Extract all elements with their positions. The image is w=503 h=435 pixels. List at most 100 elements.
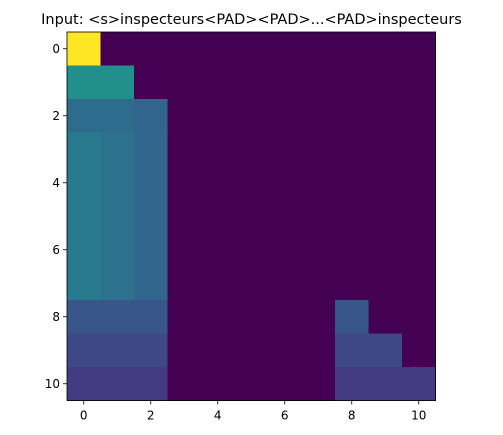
heatmap-cell bbox=[234, 333, 269, 368]
plot-frame bbox=[66, 31, 436, 401]
heatmap-cell bbox=[234, 99, 269, 133]
heatmap-cell bbox=[201, 300, 235, 334]
heatmap-cell bbox=[167, 266, 202, 301]
heatmap-cell bbox=[301, 32, 336, 66]
heatmap-cell bbox=[67, 132, 101, 167]
heatmap-cell bbox=[335, 65, 369, 100]
y-tick-label: 6 bbox=[52, 243, 60, 257]
heatmap-cell bbox=[368, 266, 403, 301]
heatmap-cell bbox=[134, 32, 168, 66]
heatmap-cell bbox=[301, 132, 336, 167]
heatmap-cell bbox=[402, 199, 436, 234]
heatmap-cell bbox=[268, 300, 302, 334]
y-tick-label: 8 bbox=[52, 310, 60, 324]
heatmap-cell bbox=[268, 99, 302, 133]
heatmap-cell bbox=[268, 166, 302, 200]
heatmap-cell bbox=[201, 32, 235, 66]
heatmap-cell bbox=[234, 166, 269, 200]
x-axis: 0 2 4 6 8 10 bbox=[80, 400, 426, 423]
heatmap-cell bbox=[134, 65, 168, 100]
heatmap-cell bbox=[201, 199, 235, 234]
heatmap-cell bbox=[134, 99, 168, 133]
heatmap-cell bbox=[234, 367, 269, 401]
heatmap-cell bbox=[201, 99, 235, 133]
heatmap-cell bbox=[134, 199, 168, 234]
heatmap-cell bbox=[134, 132, 168, 167]
heatmap-cell bbox=[335, 300, 369, 334]
x-tick-label: 0 bbox=[80, 409, 88, 423]
chart-title: Input: <s>inspecteurs<PAD><PAD>...<PAD>i… bbox=[41, 12, 462, 28]
heatmap-cell bbox=[67, 65, 101, 100]
heatmap-cell bbox=[301, 266, 336, 301]
heatmap-cell bbox=[100, 333, 135, 368]
y-tick-label: 4 bbox=[52, 176, 60, 190]
heatmap-cell bbox=[335, 166, 369, 200]
heatmap-cell bbox=[368, 367, 403, 401]
heatmap-cell bbox=[67, 199, 101, 234]
heatmap-cell bbox=[67, 300, 101, 334]
heatmap-cell bbox=[301, 166, 336, 200]
heatmap-cell bbox=[301, 333, 336, 368]
heatmap-cell bbox=[100, 132, 135, 167]
heatmap-cell bbox=[268, 233, 302, 267]
heatmap-cell bbox=[402, 367, 436, 401]
heatmap-cell bbox=[335, 199, 369, 234]
y-axis: 0 2 4 6 8 10 bbox=[45, 42, 67, 391]
heatmap-cell bbox=[368, 132, 403, 167]
heatmap-cell bbox=[402, 300, 436, 334]
heatmap-cell bbox=[335, 233, 369, 267]
heatmap-cell bbox=[234, 132, 269, 167]
heatmap-cell bbox=[301, 199, 336, 234]
heatmap-cell bbox=[234, 300, 269, 334]
heatmap-cell bbox=[402, 333, 436, 368]
heatmap-cell bbox=[67, 266, 101, 301]
y-tick-label: 10 bbox=[45, 377, 60, 391]
heatmap-cell bbox=[201, 333, 235, 368]
heatmap-cell bbox=[100, 32, 135, 66]
heatmap-cell bbox=[100, 65, 135, 100]
heatmap-cell bbox=[100, 199, 135, 234]
heatmap-cell bbox=[167, 333, 202, 368]
heatmap-cell bbox=[335, 333, 369, 368]
x-tick-label: 4 bbox=[214, 409, 222, 423]
heatmap-cell bbox=[167, 65, 202, 100]
x-tick-label: 10 bbox=[411, 409, 426, 423]
heatmap-cell bbox=[167, 300, 202, 334]
heatmap-cell bbox=[234, 199, 269, 234]
heatmap-cell bbox=[167, 199, 202, 234]
heatmap-cell bbox=[301, 65, 336, 100]
heatmap-cell bbox=[100, 99, 135, 133]
heatmap-cell bbox=[67, 166, 101, 200]
heatmap-cell bbox=[167, 99, 202, 133]
heatmap-cell bbox=[234, 65, 269, 100]
heatmap-cell bbox=[335, 367, 369, 401]
y-tick-label: 0 bbox=[52, 42, 60, 56]
heatmap-cell bbox=[201, 367, 235, 401]
heatmap-cell bbox=[368, 300, 403, 334]
heatmap-cell bbox=[234, 32, 269, 66]
heatmap-cell bbox=[100, 367, 135, 401]
heatmap-cell bbox=[402, 233, 436, 267]
heatmap-cell bbox=[201, 233, 235, 267]
heatmap-cell bbox=[134, 300, 168, 334]
heatmap-cell bbox=[301, 367, 336, 401]
heatmap-cell bbox=[268, 333, 302, 368]
heatmap-cells bbox=[67, 32, 436, 401]
heatmap-cell bbox=[134, 333, 168, 368]
heatmap-cell bbox=[100, 166, 135, 200]
heatmap-cell bbox=[368, 233, 403, 267]
heatmap-cell bbox=[201, 266, 235, 301]
heatmap-cell bbox=[335, 32, 369, 66]
heatmap-cell bbox=[67, 99, 101, 133]
heatmap-cell bbox=[234, 233, 269, 267]
heatmap-cell bbox=[234, 266, 269, 301]
heatmap-cell bbox=[67, 233, 101, 267]
heatmap-cell bbox=[368, 166, 403, 200]
heatmap-cell bbox=[67, 32, 101, 66]
heatmap-cell bbox=[268, 266, 302, 301]
heatmap-cell bbox=[402, 32, 436, 66]
heatmap-cell bbox=[100, 266, 135, 301]
heatmap-cell bbox=[402, 166, 436, 200]
x-tick-label: 2 bbox=[147, 409, 155, 423]
